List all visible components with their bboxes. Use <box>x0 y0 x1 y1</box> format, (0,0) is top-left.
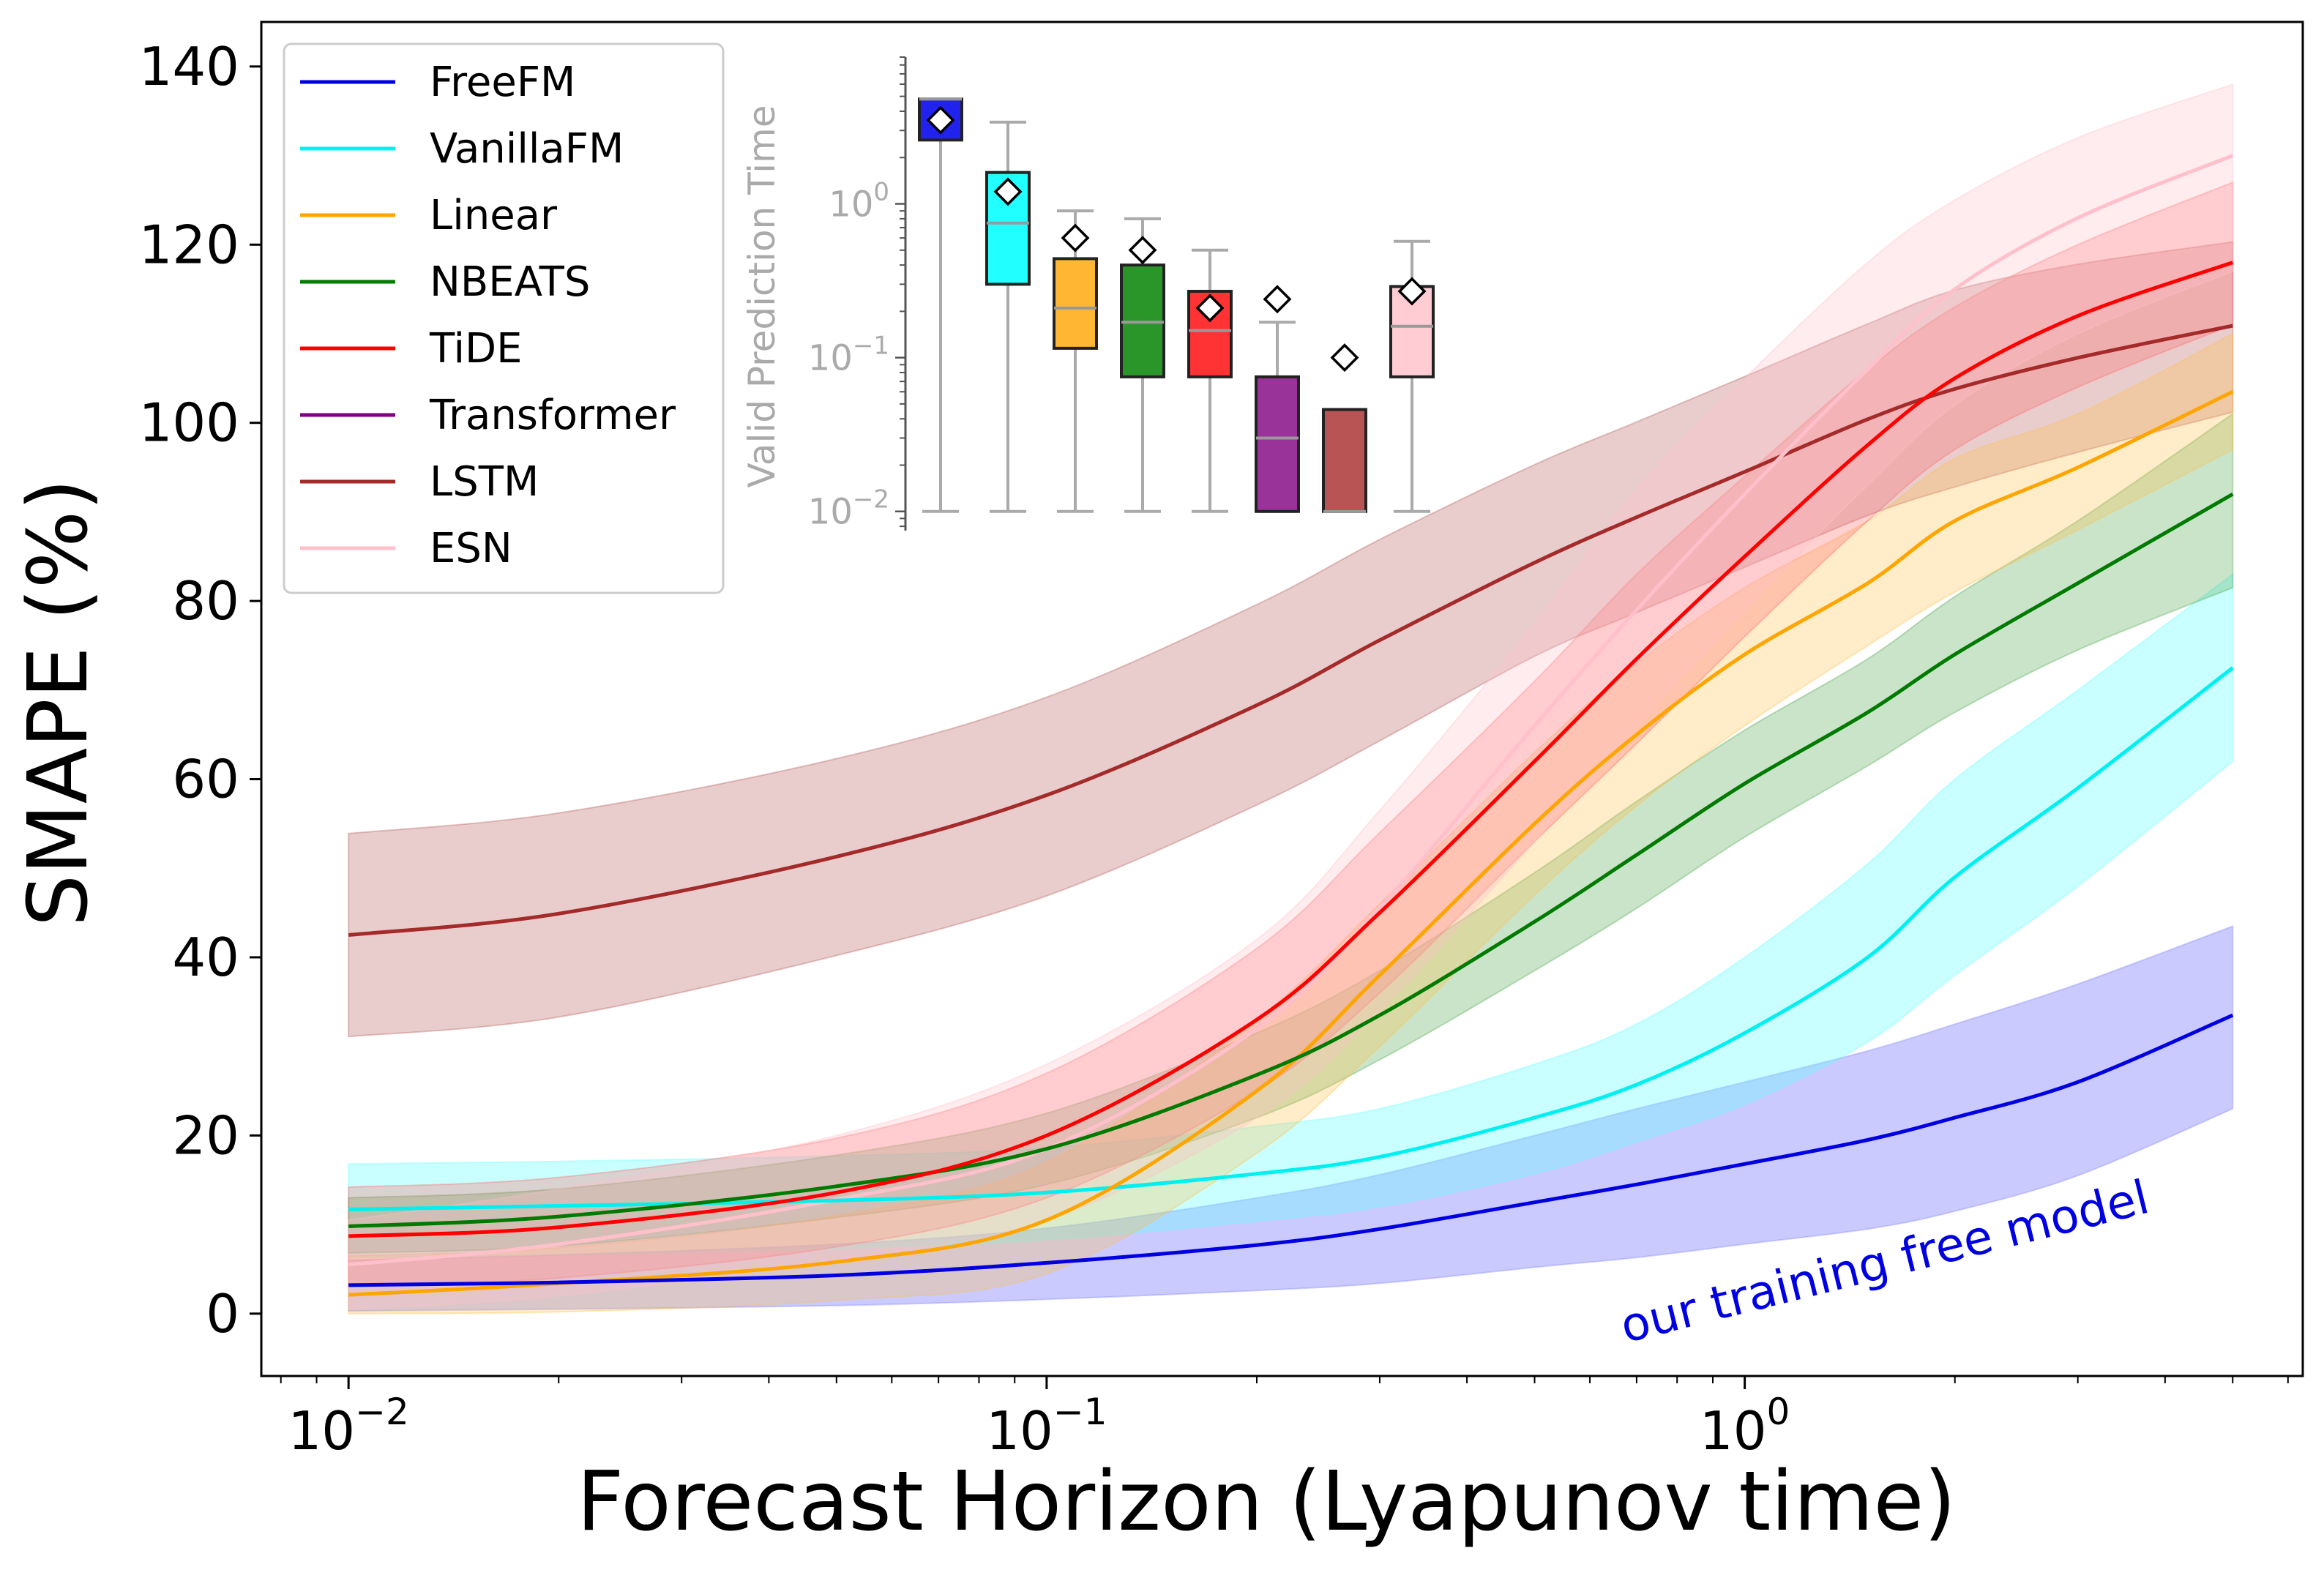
line-esn <box>348 154 2234 1267</box>
legend-label-linear: Linear <box>430 192 558 239</box>
inset-boxplot: 100 10−1 10−2 <box>808 56 1435 533</box>
plot-frame <box>260 20 2304 1377</box>
band-freefm <box>348 924 2234 1312</box>
x-tick-label: 10−1 <box>986 1391 1107 1462</box>
inset-mean-marker-nbeats <box>1128 236 1157 265</box>
line-linear <box>348 389 2234 1297</box>
inset-y-tick-label: 10−2 <box>808 485 889 533</box>
legend-label-freefm: FreeFM <box>430 59 575 106</box>
inset-mean-marker-freefm <box>926 105 955 135</box>
series-lines <box>348 154 2234 1297</box>
inset-box-lstm <box>1322 408 1367 513</box>
y-tick-label: 100 <box>139 392 239 454</box>
legend-label-transformer: Transformer <box>429 392 676 439</box>
inset-mean-marker-esn <box>1397 277 1427 306</box>
x-axis-label: Forecast Horizon (Lyapunov time) <box>577 1454 1956 1549</box>
legend-label-lstm: LSTM <box>430 458 539 506</box>
inset-mean-marker-linear <box>1061 223 1090 253</box>
y-tick-label: 140 <box>139 36 239 97</box>
x-tick-label: 100 <box>1700 1391 1790 1462</box>
inset-box-linear <box>1053 257 1098 350</box>
inset-y-axis-label: Valid Prediction Time <box>741 105 783 487</box>
inset-mean-marker-lstm <box>1330 343 1359 373</box>
inset-y-tick-label: 100 <box>829 178 889 225</box>
y-tick-label: 0 <box>206 1283 239 1345</box>
line-nbeats <box>348 492 2234 1228</box>
inset-box-transformer <box>1255 375 1300 513</box>
band-lstm <box>348 241 2234 1038</box>
legend-label-vanillafm: VanillaFM <box>430 125 624 173</box>
y-tick-label: 80 <box>172 570 239 632</box>
y-axis-label: SMAPE (%) <box>11 479 106 927</box>
y-tick-label: 20 <box>172 1104 239 1166</box>
x-tick-label: 10−2 <box>288 1391 408 1462</box>
inset-mean-marker-vanillafm <box>993 177 1023 206</box>
confidence-bands <box>348 83 2234 1315</box>
band-nbeats <box>348 412 2234 1254</box>
inset-mean-marker-transformer <box>1263 285 1292 314</box>
inset-y-tick-label: 10−1 <box>808 332 889 379</box>
y-tick-label: 60 <box>172 749 239 810</box>
y-tick-label: 120 <box>139 214 239 275</box>
line-freefm <box>348 1013 2234 1287</box>
legend-label-esn: ESN <box>430 525 512 572</box>
legend: FreeFM VanillaFM Linear NBEATS TiDE Transform… <box>283 42 725 594</box>
legend-label-tide: TiDE <box>429 325 523 373</box>
band-esn <box>348 83 2234 1310</box>
y-tick-label: 40 <box>172 927 239 988</box>
main-axes: 0 20 40 60 80 100 120 140 10−2 10−1 100 <box>139 20 2304 1462</box>
legend-frame <box>283 42 725 594</box>
line-tide <box>348 261 2234 1238</box>
line-lstm <box>348 324 2233 937</box>
band-vanillafm <box>348 572 2234 1259</box>
inset-mean-marker-tide <box>1195 293 1225 323</box>
legend-label-nbeats: NBEATS <box>430 258 590 306</box>
